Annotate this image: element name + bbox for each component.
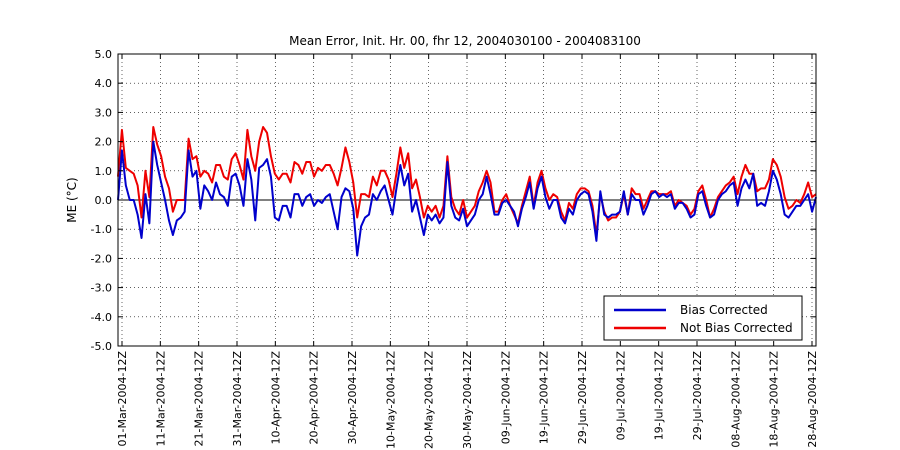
x-tick-label: 10-May-2004-12Z	[384, 351, 397, 449]
x-tick-label: 28-Aug-2004-12Z	[806, 351, 819, 448]
chart-title: Mean Error, Init. Hr. 00, fhr 12, 200403…	[289, 34, 641, 48]
legend-label-not-bias-corrected: Not Bias Corrected	[680, 321, 793, 335]
x-tick-label: 09-Jun-2004-12Z	[499, 351, 512, 445]
y-tick-label: -5.0	[91, 340, 112, 353]
x-tick-label: 09-Jul-2004-12Z	[614, 351, 627, 441]
x-tick-label: 30-Apr-2004-12Z	[346, 351, 359, 445]
y-tick-label: 2.0	[95, 136, 113, 149]
y-tick-label: -4.0	[91, 311, 112, 324]
series-line-bias-corrected	[117, 140, 817, 257]
y-tick-label: -1.0	[91, 223, 112, 236]
x-tick-label: 19-Jun-2004-12Z	[538, 351, 551, 445]
x-tick-label: 29-Jul-2004-12Z	[691, 351, 704, 441]
y-tick-label: 0.0	[95, 194, 113, 207]
y-tick-label: 4.0	[95, 77, 113, 90]
legend: Bias Corrected Not Bias Corrected	[603, 295, 803, 341]
x-tick-label: 20-Apr-2004-12Z	[308, 351, 321, 445]
x-tick-label: 21-Mar-2004-12Z	[193, 351, 206, 447]
series-layer	[117, 126, 817, 257]
x-tick-label: 20-May-2004-12Z	[423, 351, 436, 449]
y-tick-label: 3.0	[95, 106, 113, 119]
series-line-not-bias-corrected	[117, 126, 817, 237]
y-axis-label: ME (°C)	[65, 177, 79, 223]
y-tick-label: -3.0	[91, 282, 112, 295]
legend-box	[603, 295, 803, 341]
y-tick-label: -2.0	[91, 252, 112, 265]
grid-layer	[118, 54, 816, 346]
y-axis-ticks: 5.0 4.0 3.0 2.0 1.0 0.0 -1.0 -2.0 -3.0 -4.0 -5.0	[91, 48, 816, 353]
x-tick-label: 30-May-2004-12Z	[461, 351, 474, 449]
x-tick-label: 18-Aug-2004-12Z	[768, 351, 781, 448]
x-tick-label: 19-Jul-2004-12Z	[653, 351, 666, 441]
y-tick-label: 5.0	[95, 48, 113, 61]
x-tick-label: 01-Mar-2004-12Z	[116, 351, 129, 447]
x-tick-label: 11-Mar-2004-12Z	[154, 351, 167, 447]
x-tick-label: 29-Jun-2004-12Z	[576, 351, 589, 445]
x-tick-label: 10-Apr-2004-12Z	[269, 351, 282, 445]
x-tick-label: 31-Mar-2004-12Z	[231, 351, 244, 447]
y-tick-label: 1.0	[95, 165, 113, 178]
legend-label-bias-corrected: Bias Corrected	[680, 303, 768, 317]
x-axis-ticks: 01-Mar-2004-12Z 11-Mar-2004-12Z 21-Mar-200…	[116, 54, 819, 449]
x-tick-label: 08-Aug-2004-12Z	[729, 351, 742, 448]
